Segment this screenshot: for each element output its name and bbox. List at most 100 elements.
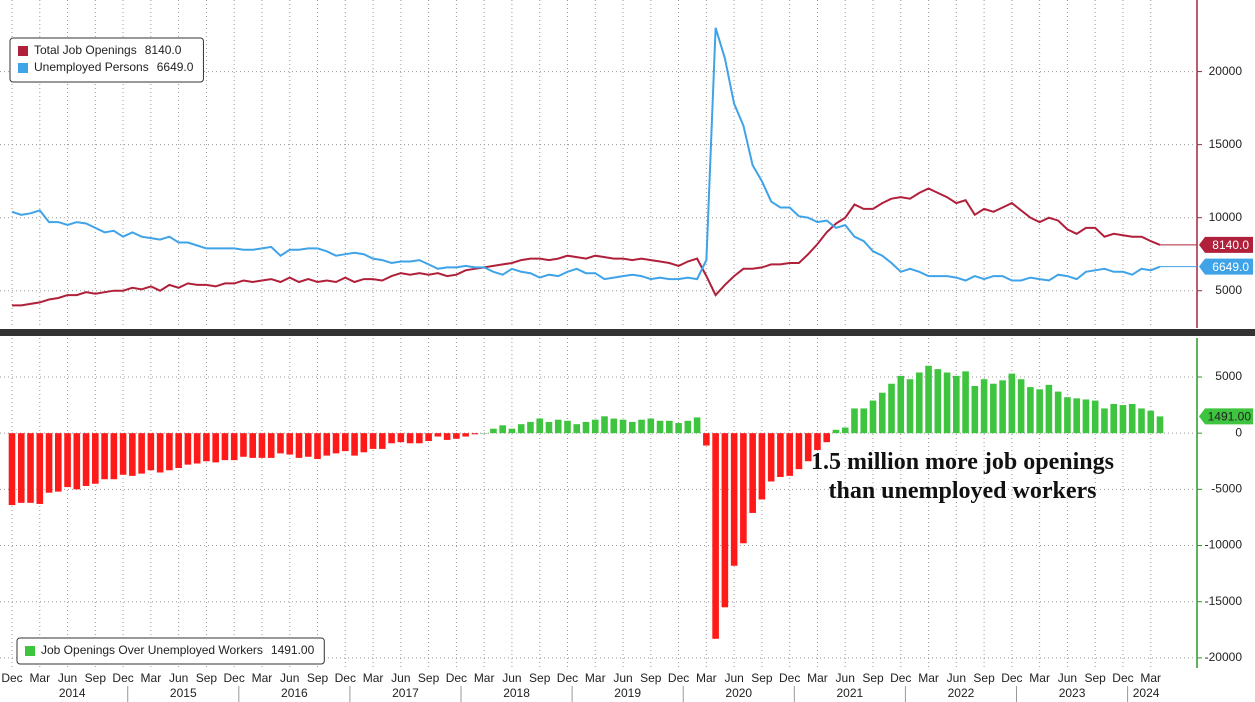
bar (119, 433, 127, 475)
bar (740, 433, 747, 544)
x-year-label: 2019 (614, 686, 641, 700)
bar (92, 433, 99, 484)
bar (675, 423, 682, 434)
x-year-label: 2023 (1059, 686, 1086, 700)
bar (1027, 387, 1034, 434)
y-tick-label: 5000 (1215, 283, 1242, 297)
bar (545, 421, 553, 434)
bar (953, 375, 960, 434)
last-value-tag (1199, 408, 1253, 425)
panel-separator (0, 329, 1255, 336)
bar (434, 433, 442, 437)
bar (1101, 408, 1108, 434)
x-tick-label: Mar (1029, 671, 1050, 685)
bar (1128, 403, 1136, 434)
x-tick-label: Dec (224, 671, 245, 685)
bar (1082, 399, 1090, 434)
y-tick-label: -20000 (1205, 650, 1243, 664)
bar (591, 419, 599, 434)
bar (17, 433, 25, 503)
legend-value: 6649.0 (157, 60, 194, 74)
legend-box (16, 637, 325, 665)
x-tick-label: Mar (363, 671, 384, 685)
bar (647, 418, 655, 434)
last-value-tag (1199, 236, 1253, 253)
bar (1091, 400, 1099, 434)
x-tick-label: Jun (169, 671, 188, 685)
bar (249, 433, 257, 458)
bar (730, 433, 738, 566)
bar (341, 433, 349, 452)
bar (666, 420, 673, 434)
bar (878, 392, 886, 434)
x-year-label: 2017 (392, 686, 419, 700)
annotation: 1.5 million more job openings than unemp… (811, 449, 1114, 504)
bar (147, 433, 155, 471)
y-tick-label: 10000 (1209, 210, 1243, 224)
bar (693, 417, 701, 434)
bar (897, 375, 905, 434)
bar (869, 400, 877, 434)
bar (1054, 391, 1062, 434)
bar (888, 383, 895, 434)
bar (129, 433, 136, 476)
last-value-label: 8140.0 (1212, 238, 1249, 252)
bar (915, 372, 923, 434)
bar (721, 433, 729, 608)
x-tick-label: Sep (529, 671, 551, 685)
x-tick-label: Sep (1085, 671, 1107, 685)
bar (453, 433, 460, 439)
bar (332, 433, 340, 454)
x-tick-label: Dec (557, 671, 578, 685)
bar (443, 433, 451, 440)
bar (323, 433, 331, 456)
bar (175, 433, 182, 468)
bar (1008, 373, 1016, 434)
bar (64, 433, 71, 488)
x-tick-label: Sep (751, 671, 773, 685)
x-tick-label: Dec (1, 671, 22, 685)
bar (1147, 410, 1155, 434)
bar (258, 433, 266, 458)
x-tick-label: Sep (418, 671, 440, 685)
x-year-label: 2014 (59, 686, 86, 700)
x-tick-label: Jun (836, 671, 855, 685)
bar (841, 427, 849, 434)
x-tick-label: Jun (724, 671, 743, 685)
bar (554, 419, 562, 434)
bar (990, 383, 997, 434)
bar (943, 372, 951, 434)
y-tick-label: 0 (1235, 425, 1242, 439)
bar (221, 433, 229, 461)
bar (656, 420, 664, 434)
bar (814, 433, 821, 451)
x-tick-label: Sep (862, 671, 884, 685)
bar (36, 433, 44, 504)
bar (1156, 416, 1164, 434)
x-tick-label: Jun (947, 671, 966, 685)
x-tick-label: Sep (307, 671, 329, 685)
bar (379, 433, 386, 449)
bar (1110, 403, 1118, 434)
x-tick-label: Jun (280, 671, 299, 685)
bar (749, 433, 756, 513)
bar (184, 433, 192, 465)
bar (777, 433, 784, 477)
x-tick-label: Sep (973, 671, 995, 685)
x-tick-label: Dec (1112, 671, 1133, 685)
legend-value: 8140.0 (145, 43, 182, 57)
bar (156, 433, 164, 473)
bar (934, 369, 942, 434)
x-tick-label: Mar (918, 671, 939, 685)
bar (906, 379, 914, 434)
bar (573, 424, 581, 434)
bar (564, 420, 571, 434)
bar (517, 424, 525, 434)
bar (1045, 384, 1053, 434)
bar (193, 433, 201, 464)
line-series (11, 27, 1161, 282)
bar (1036, 389, 1043, 434)
bar (1017, 379, 1025, 434)
